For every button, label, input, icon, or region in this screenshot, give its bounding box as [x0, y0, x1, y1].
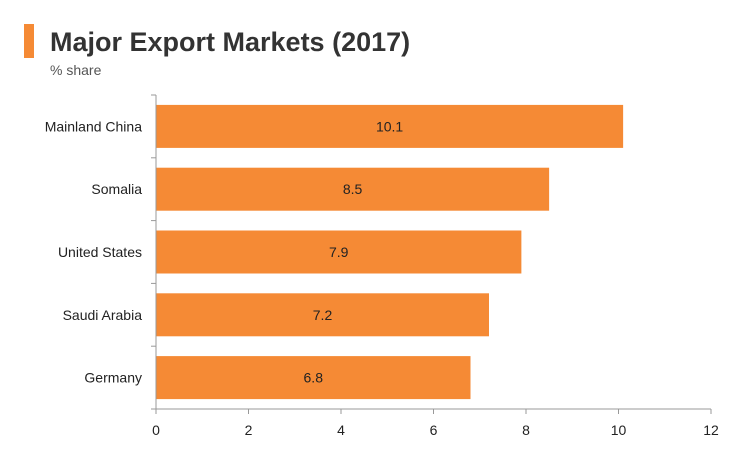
data-label-1: 8.5: [343, 181, 363, 197]
bar-1: [156, 167, 550, 211]
data-label-2: 7.9: [329, 244, 349, 260]
title-accent-bar: [24, 24, 34, 58]
data-label-0: 10.1: [376, 118, 403, 134]
category-label-4: Germany: [84, 370, 142, 386]
category-label-3: Saudi Arabia: [63, 307, 143, 323]
bars-layer: [156, 104, 624, 400]
x-tick-label-6: 12: [703, 422, 719, 438]
x-tick-label-1: 2: [245, 422, 253, 438]
x-tick-label-2: 4: [337, 422, 345, 438]
bar-0: [156, 104, 624, 148]
data-label-3: 7.2: [313, 307, 333, 323]
x-tick-label-3: 6: [430, 422, 438, 438]
bar-3: [156, 293, 489, 337]
x-tick-label-4: 8: [522, 422, 530, 438]
bar-4: [156, 356, 471, 400]
chart-subtitle: % share: [50, 62, 102, 78]
labels-layer: 10.1 Mainland China 8.5 Somalia 7.9 United St…: [45, 118, 719, 438]
axis-layer: [151, 94, 712, 414]
chart-title: Major Export Markets (2017): [50, 27, 411, 57]
category-label-0: Mainland China: [45, 118, 142, 134]
category-label-2: United States: [58, 244, 142, 260]
category-label-1: Somalia: [91, 181, 142, 197]
x-tick-label-0: 0: [152, 422, 160, 438]
x-tick-label-5: 10: [611, 422, 627, 438]
data-label-4: 6.8: [304, 370, 324, 386]
bar-2: [156, 230, 522, 274]
